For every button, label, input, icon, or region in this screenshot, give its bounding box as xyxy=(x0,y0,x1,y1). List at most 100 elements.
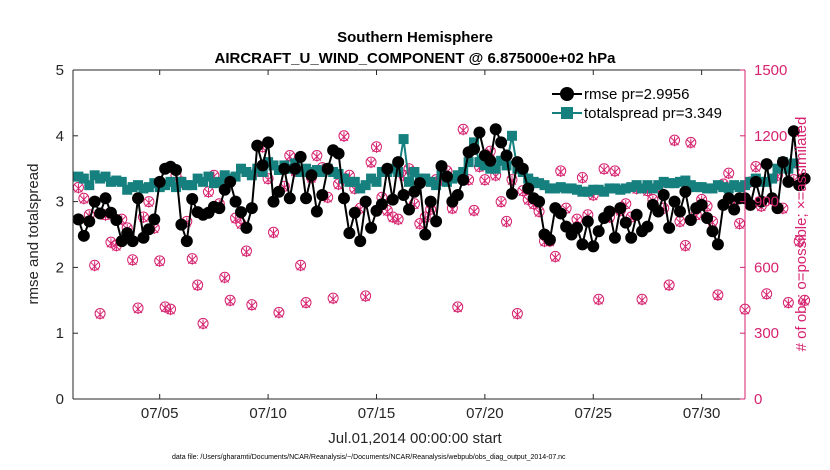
rmse-point xyxy=(495,136,508,149)
rmse-point xyxy=(381,162,394,175)
spread-point xyxy=(609,183,620,194)
obs-assimilated-point xyxy=(328,294,338,305)
spread-point xyxy=(712,180,723,191)
obs-assimilated-point xyxy=(724,169,734,180)
spread-point xyxy=(420,173,431,184)
obs-assimilated-point xyxy=(458,125,468,136)
obs-assimilated-point xyxy=(469,206,479,217)
rmse-point xyxy=(403,203,415,216)
spread-point xyxy=(78,173,89,184)
spread-point xyxy=(133,180,144,191)
spread-point xyxy=(252,163,263,174)
rmse-point xyxy=(142,223,155,236)
obs-assimilated-point xyxy=(269,228,278,239)
rmse-point xyxy=(608,231,621,244)
rmse-point xyxy=(505,187,518,200)
spread-point xyxy=(333,168,344,179)
rmse-point xyxy=(728,203,741,216)
rmse-point xyxy=(126,235,139,248)
obs-assimilated-point xyxy=(415,219,425,230)
obs-assimilated-point xyxy=(187,254,197,265)
spread-point xyxy=(479,160,490,171)
spread-point xyxy=(338,173,349,184)
spread-point xyxy=(371,176,382,187)
rmse-point xyxy=(533,195,546,208)
spread-point xyxy=(788,158,799,169)
spread-point xyxy=(723,183,734,194)
obs-assimilated-point xyxy=(599,164,609,175)
spread-point xyxy=(301,163,312,174)
spread-point xyxy=(572,184,582,195)
legend: rmse pr=2.9956 totalspread pr=3.349 xyxy=(550,80,722,126)
rmse-point xyxy=(289,162,302,175)
footnote: data file: /Users/gharamti/Documents/NCA… xyxy=(172,454,566,461)
rmse-point xyxy=(484,154,497,167)
y-tick-label: 3 xyxy=(56,194,64,211)
spread-point xyxy=(588,184,599,195)
spread-point xyxy=(772,163,783,174)
rmse-point xyxy=(576,238,589,251)
spread-point xyxy=(257,166,268,177)
spread-point xyxy=(702,183,713,194)
spread-point xyxy=(360,180,371,191)
spread-point xyxy=(160,180,171,191)
rmse-point xyxy=(630,208,643,221)
legend-spread-label: totalspread pr=3.349 xyxy=(584,105,722,122)
rmse-point xyxy=(153,175,166,188)
spread-point xyxy=(544,183,555,194)
obs-assimilated-point xyxy=(339,131,349,142)
rmse-point xyxy=(787,125,800,138)
obs-assimilated-point xyxy=(242,247,251,258)
rmse-point xyxy=(110,214,123,227)
y2-tick-label: 1500 xyxy=(754,62,787,79)
spread-point xyxy=(425,176,436,187)
obs-assimilated-point xyxy=(610,166,620,177)
y2-tick-label: 900 xyxy=(754,194,779,211)
obs-assimilated-point xyxy=(681,241,690,252)
obs-assimilated-point xyxy=(735,219,744,230)
y-tick-label: 4 xyxy=(56,128,64,145)
rmse-point xyxy=(435,160,448,173)
rmse-point xyxy=(430,215,443,228)
obs-assimilated-point xyxy=(312,151,322,162)
rmse-point xyxy=(657,189,670,202)
spread-point xyxy=(366,173,377,184)
obs-assimilated-point xyxy=(95,309,105,320)
spread-point xyxy=(691,182,702,193)
spread-point xyxy=(192,173,203,184)
rmse-point xyxy=(392,156,405,169)
obs-assimilated-point xyxy=(594,295,604,306)
y2-tick-label: 0 xyxy=(754,391,762,408)
spread-point xyxy=(642,180,653,191)
obs-assimilated-point xyxy=(713,290,723,301)
spread-point xyxy=(116,176,127,187)
spread-point xyxy=(615,184,626,195)
obs-assimilated-point xyxy=(79,194,89,205)
rmse-point xyxy=(337,192,350,205)
rmse-point xyxy=(679,185,692,198)
rmse-point xyxy=(175,218,188,231)
obs-assimilated-point xyxy=(784,298,793,309)
spread-point xyxy=(84,180,95,191)
x-tick-label: 07/15 xyxy=(358,405,396,422)
rmse-point xyxy=(375,198,388,211)
spread-point xyxy=(349,176,360,187)
obs-assimilated-point xyxy=(372,142,381,153)
rmse-point xyxy=(776,156,789,169)
spread-point xyxy=(214,176,225,187)
rmse-point xyxy=(766,192,779,205)
obs-assimilated-point xyxy=(144,197,154,208)
y2-axis-label: # of obs: o=possible; ×=assimilated xyxy=(793,117,810,352)
spread-point xyxy=(105,176,116,187)
spread-point xyxy=(474,157,485,168)
rmse-point xyxy=(668,195,681,208)
rmse-point xyxy=(592,225,605,238)
x-tick-label: 07/30 xyxy=(683,405,721,422)
obs-assimilated-point xyxy=(393,215,403,226)
rmse-point xyxy=(782,175,795,188)
spread-point xyxy=(409,166,420,177)
obs-assimilated-point xyxy=(220,273,230,284)
rmse-point xyxy=(256,159,269,172)
obs-assimilated-point xyxy=(578,173,587,184)
spread-point xyxy=(73,171,84,182)
